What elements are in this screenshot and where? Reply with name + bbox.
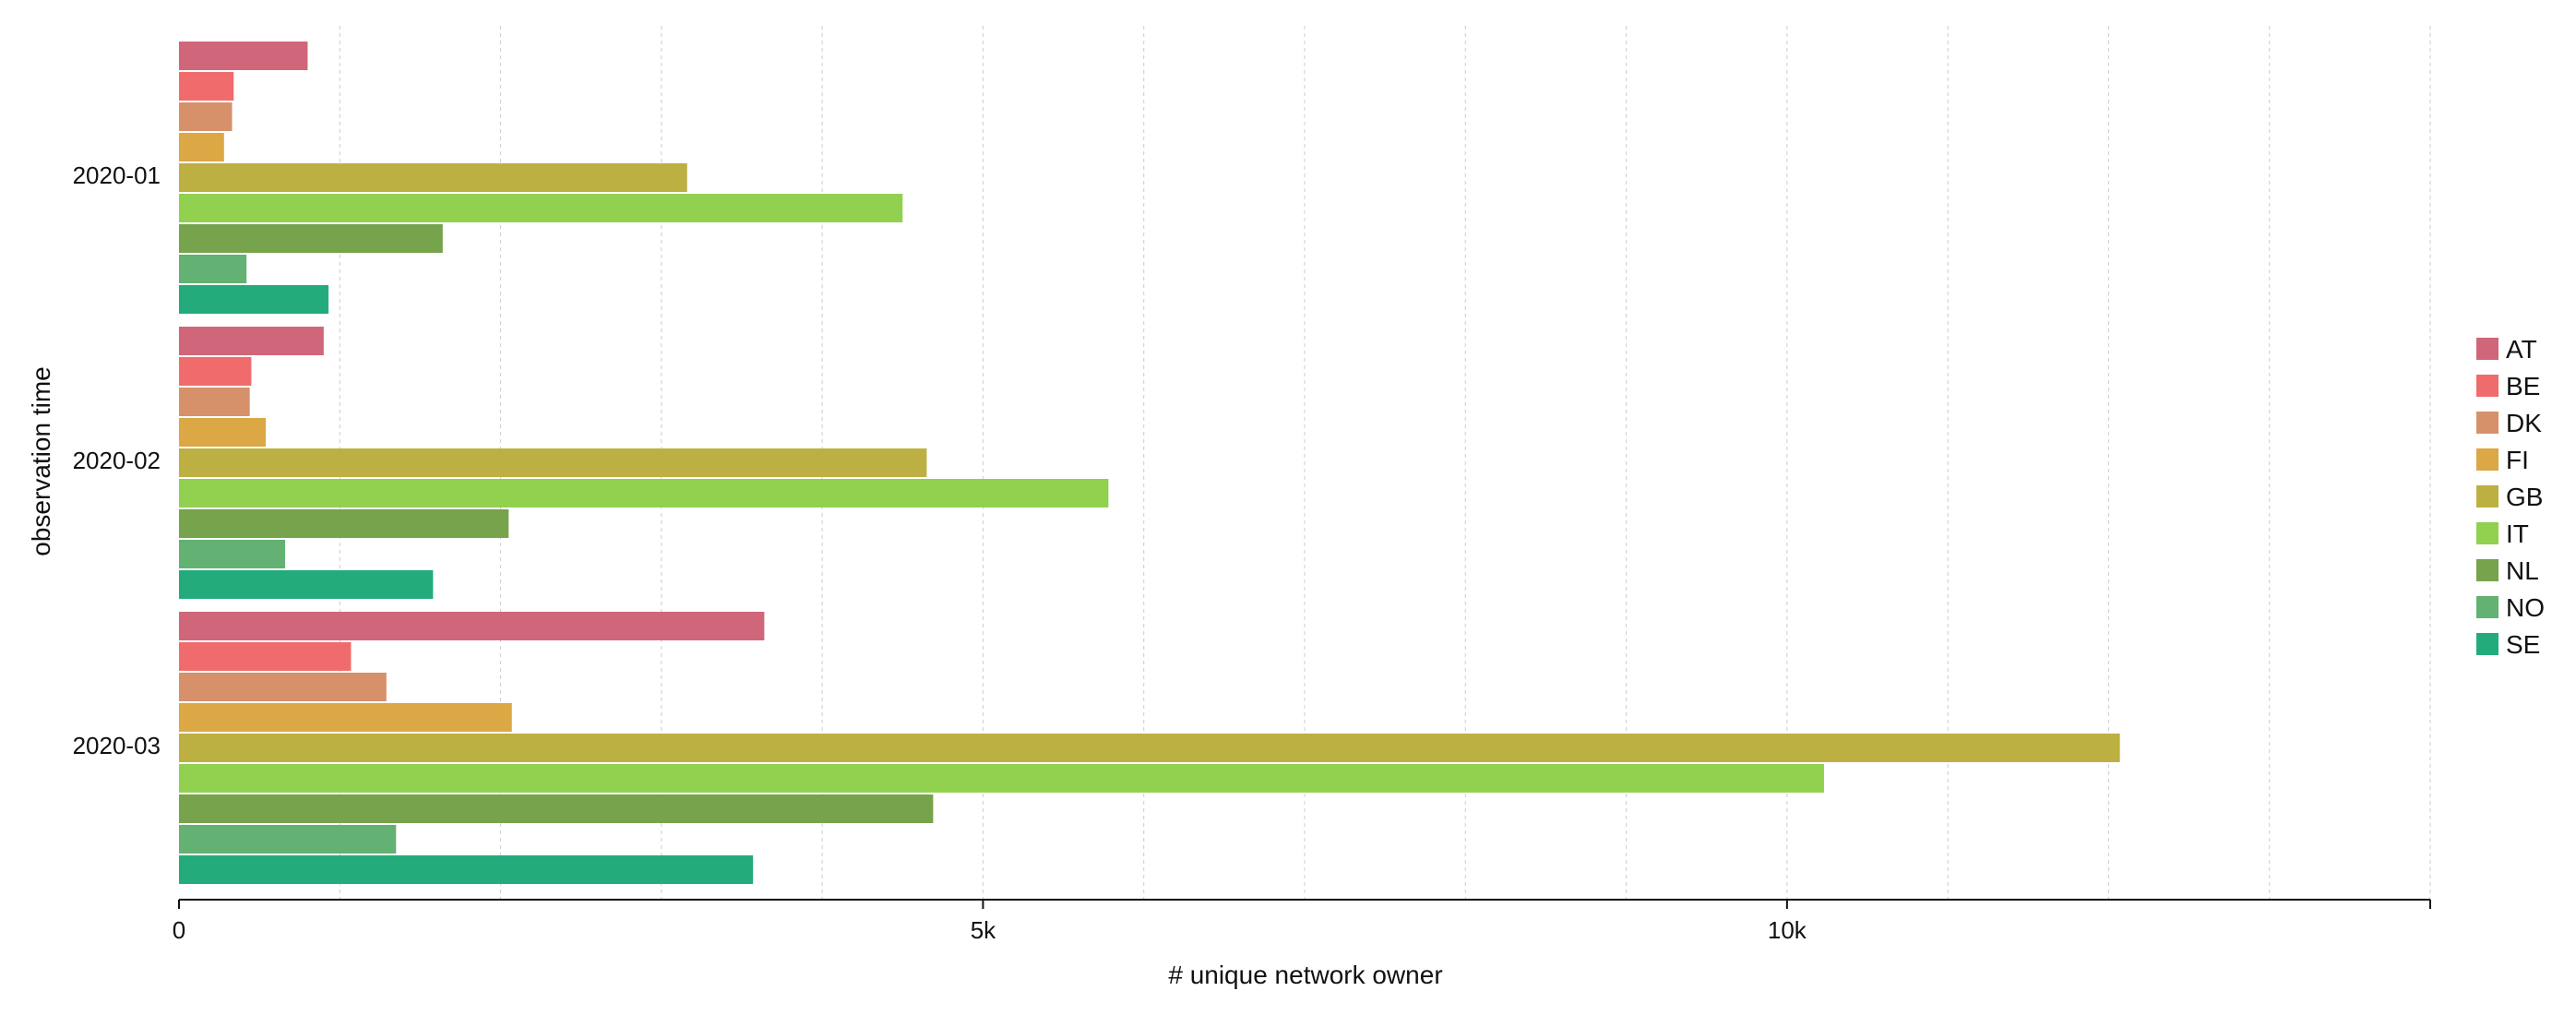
bar-se-2020-01 [179, 285, 329, 314]
bar-it-2020-01 [179, 194, 903, 222]
bar-se-2020-03 [179, 855, 754, 884]
legend-swatch-no [2476, 596, 2498, 618]
legend-swatch-fi [2476, 448, 2498, 471]
bar-be-2020-01 [179, 72, 234, 101]
bar-be-2020-03 [179, 642, 352, 671]
legend-label-dk: DK [2506, 409, 2542, 437]
bar-it-2020-03 [179, 764, 1824, 793]
bar-dk-2020-03 [179, 673, 387, 701]
legend-swatch-dk [2476, 412, 2498, 434]
bars [179, 42, 2120, 884]
bar-dk-2020-02 [179, 388, 250, 416]
bar-at-2020-03 [179, 612, 765, 640]
bar-gb-2020-03 [179, 734, 2120, 762]
bar-nl-2020-01 [179, 224, 443, 253]
legend-swatch-at [2476, 338, 2498, 360]
legend-swatch-be [2476, 375, 2498, 397]
bar-nl-2020-02 [179, 509, 509, 538]
bar-it-2020-02 [179, 479, 1109, 508]
bar-fi-2020-02 [179, 418, 267, 447]
x-axis-ticks: 0 5k 10k [173, 900, 2431, 944]
legend-label-nl: NL [2506, 556, 2539, 585]
y-tick-label: 2020-01 [73, 161, 161, 189]
bar-fi-2020-03 [179, 703, 512, 732]
bar-no-2020-01 [179, 255, 247, 283]
legend-label-no: NO [2506, 593, 2545, 622]
bar-no-2020-03 [179, 825, 397, 854]
x-tick-label: 0 [173, 916, 185, 944]
legend-swatch-se [2476, 633, 2498, 655]
bar-gb-2020-01 [179, 163, 687, 192]
bar-fi-2020-01 [179, 133, 224, 161]
bar-dk-2020-01 [179, 102, 233, 131]
bar-be-2020-02 [179, 357, 252, 386]
legend: AT BE DK FI GB IT NL NO SE [2476, 335, 2545, 659]
bar-nl-2020-03 [179, 794, 934, 823]
bar-se-2020-02 [179, 570, 434, 599]
legend-label-se: SE [2506, 630, 2540, 659]
legend-label-fi: FI [2506, 446, 2529, 474]
bar-gb-2020-02 [179, 448, 927, 477]
bar-no-2020-02 [179, 540, 286, 568]
legend-label-it: IT [2506, 519, 2529, 548]
x-tick-label: 10k [1768, 916, 1807, 944]
y-tick-label: 2020-03 [73, 732, 161, 759]
y-axis-ticks: 2020-01 2020-02 2020-03 [73, 161, 161, 759]
legend-swatch-nl [2476, 559, 2498, 581]
x-axis-title: # unique network owner [1168, 961, 1442, 989]
legend-label-at: AT [2506, 335, 2537, 364]
legend-label-gb: GB [2506, 483, 2543, 511]
legend-swatch-it [2476, 522, 2498, 544]
y-axis-title: observation time [27, 366, 55, 555]
legend-swatch-gb [2476, 485, 2498, 508]
bar-at-2020-01 [179, 42, 308, 70]
x-tick-label: 5k [971, 916, 996, 944]
y-tick-label: 2020-02 [73, 447, 161, 474]
legend-label-be: BE [2506, 372, 2540, 400]
bar-at-2020-02 [179, 327, 324, 355]
